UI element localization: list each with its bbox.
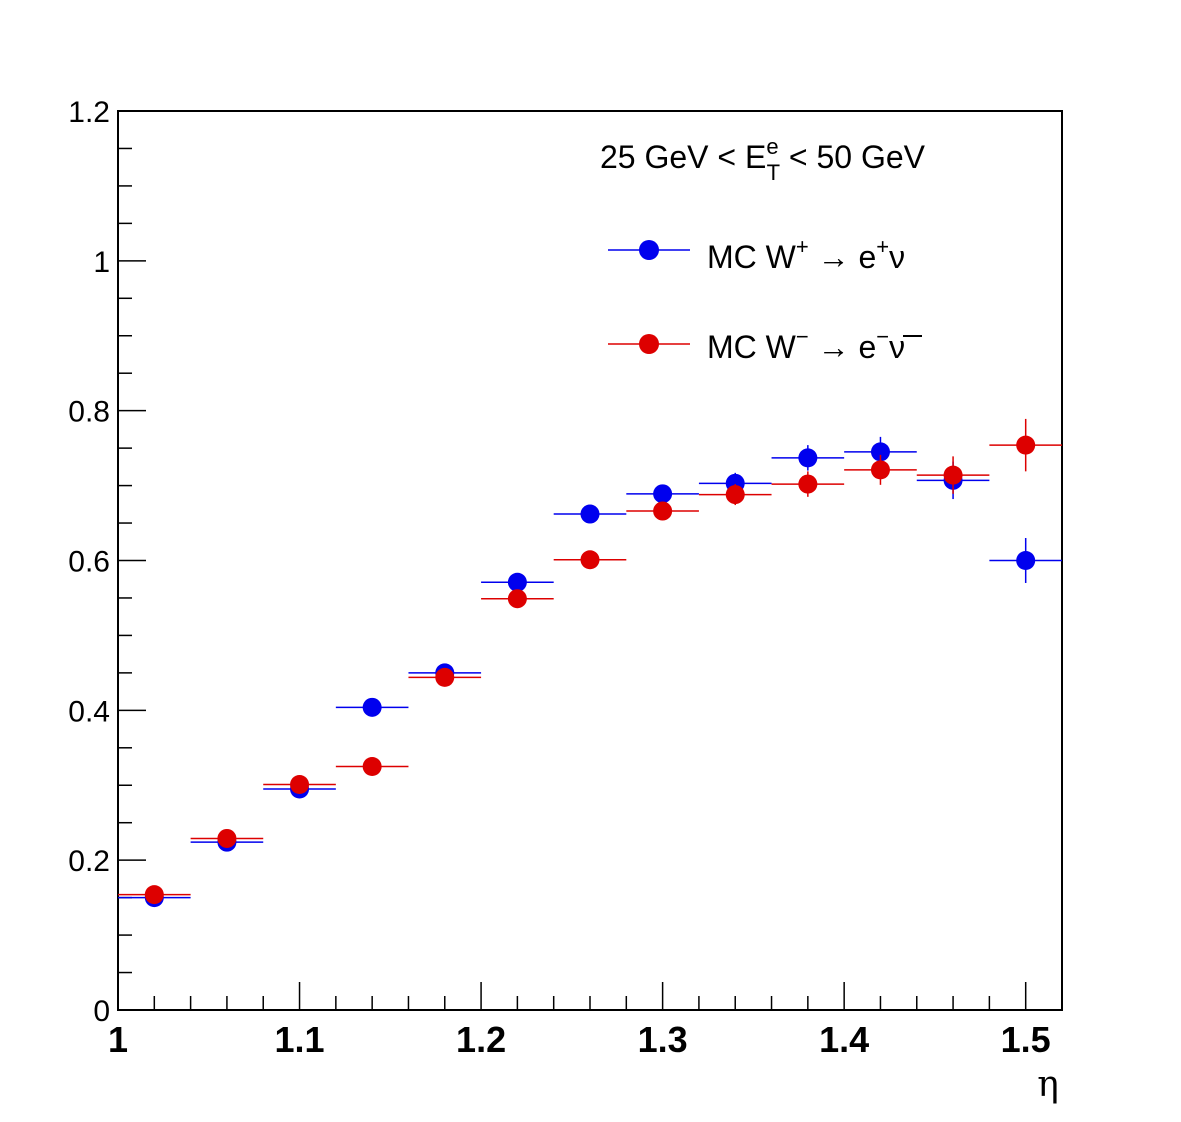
y-tick-label: 0: [93, 995, 110, 1028]
legend-marker-w-minus: [639, 334, 659, 354]
data-point: [870, 460, 890, 480]
x-tick-label: 1.5: [1001, 1019, 1051, 1060]
series-w-plus: [118, 436, 1062, 908]
data-point: [798, 474, 818, 494]
annotation-post: < 50 GeV: [780, 139, 926, 175]
axes: 1 1.1 1.2 1.3 1.4 1.5 0 0.2 0.4 0.6 0.8 1 1.2: [68, 96, 1063, 1060]
legend-entry-w-minus: MC W− → e−ν: [608, 324, 922, 365]
legend: MC W+ → e+ν MC W− → e−ν: [608, 234, 922, 365]
y-tick-label: 0.4: [68, 695, 110, 728]
y-tick-label: 1.2: [68, 96, 110, 129]
data-point: [653, 501, 673, 521]
x-tick-label: 1.4: [819, 1019, 869, 1060]
data-point: [362, 697, 382, 717]
y-tick-label: 0.2: [68, 845, 110, 878]
legend-label-w-plus: MC W+ → e+ν: [707, 234, 905, 275]
y-tick-label: 0.8: [68, 396, 110, 429]
data-point: [362, 757, 382, 777]
data-point: [507, 589, 527, 609]
data-point: [1016, 435, 1036, 455]
legend-label-w-minus: MC W− → e−ν: [707, 324, 905, 365]
legend-entry-w-plus: MC W+ → e+ν: [608, 234, 905, 275]
series-w-minus: [118, 418, 1062, 905]
data-point: [653, 484, 673, 504]
x-tick-label: 1.3: [638, 1019, 688, 1060]
data-point: [435, 667, 455, 687]
data-point: [725, 485, 745, 505]
data-point: [507, 572, 527, 592]
legend-marker-w-plus: [639, 240, 659, 260]
x-tick-label: 1.2: [456, 1019, 506, 1060]
annotation-pre: 25 GeV < E: [600, 139, 766, 175]
data-point: [798, 448, 818, 468]
x-tick-label: 1.1: [275, 1019, 325, 1060]
data-point: [1016, 551, 1036, 570]
data-point: [580, 504, 600, 524]
x-axis-title: η: [1037, 1064, 1059, 1105]
annotation-sup: e: [766, 134, 778, 159]
y-tick-label: 0.6: [68, 546, 110, 579]
kinematic-cut-annotation: 25 GeV < Ee T < 50 GeV: [600, 134, 926, 185]
data-point: [870, 442, 890, 462]
data-point: [943, 465, 963, 485]
data-point: [290, 775, 310, 795]
x-tick-label: 1: [108, 1019, 128, 1060]
y-tick-label: 1: [93, 246, 110, 279]
data-point: [144, 885, 164, 905]
series-layer: [118, 418, 1062, 908]
data-point: [580, 550, 600, 570]
data-point: [217, 828, 237, 848]
annotation-sub: T: [767, 160, 780, 185]
